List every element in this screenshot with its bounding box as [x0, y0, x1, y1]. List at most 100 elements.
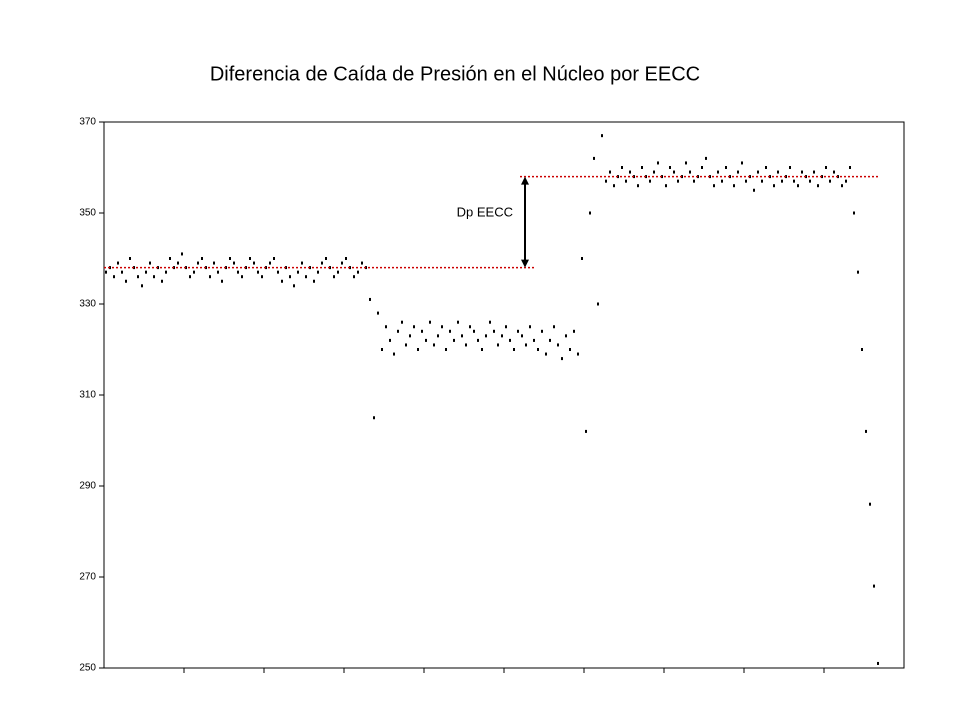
data-point — [581, 257, 583, 260]
data-point — [589, 211, 591, 215]
data-point — [201, 257, 203, 260]
data-point — [537, 348, 539, 351]
data-point — [421, 329, 423, 333]
data-point — [221, 279, 223, 283]
data-point — [641, 166, 643, 169]
data-point — [117, 261, 119, 265]
data-point — [193, 270, 195, 274]
data-point — [493, 329, 495, 333]
data-point — [605, 179, 607, 183]
data-point — [377, 311, 379, 315]
data-point — [281, 279, 283, 283]
data-point — [677, 179, 679, 183]
data-point — [817, 184, 819, 188]
data-point — [229, 257, 231, 260]
data-point — [481, 348, 483, 351]
data-point — [473, 329, 475, 333]
data-point — [149, 261, 151, 265]
data-point — [161, 279, 163, 283]
data-point — [669, 166, 671, 169]
data-point — [813, 170, 815, 174]
data-point — [809, 179, 811, 183]
data-point — [437, 334, 439, 338]
data-point — [129, 257, 131, 260]
data-point — [325, 257, 327, 260]
data-point — [425, 338, 427, 342]
data-point — [565, 334, 567, 338]
data-point — [569, 348, 571, 351]
data-point — [869, 502, 871, 506]
data-point — [845, 179, 847, 183]
data-point — [253, 261, 255, 265]
data-point — [241, 275, 243, 279]
data-point — [685, 161, 687, 165]
data-point — [801, 170, 803, 174]
data-point — [513, 348, 515, 351]
data-point — [629, 170, 631, 174]
data-point — [397, 329, 399, 333]
data-point — [725, 166, 727, 169]
data-point — [797, 184, 799, 188]
data-point — [613, 184, 615, 188]
data-point — [761, 179, 763, 183]
data-point — [313, 279, 315, 283]
data-point — [269, 261, 271, 265]
data-point — [449, 329, 451, 333]
data-point — [469, 325, 471, 329]
data-point — [233, 261, 235, 265]
data-point — [701, 166, 703, 169]
y-tick-label: 290 — [79, 481, 96, 492]
arrow-head — [521, 176, 529, 185]
data-point — [461, 334, 463, 338]
data-point — [857, 270, 859, 274]
data-point — [409, 334, 411, 338]
data-point — [673, 170, 675, 174]
data-point — [497, 343, 499, 347]
data-point — [781, 179, 783, 183]
data-point — [525, 343, 527, 347]
data-point — [833, 170, 835, 174]
data-point — [369, 297, 371, 301]
y-tick-label: 370 — [79, 117, 96, 128]
data-point — [357, 270, 359, 274]
data-point — [737, 170, 739, 174]
chart-title: Diferencia de Caída de Presión en el Núc… — [210, 63, 700, 85]
data-point — [465, 343, 467, 347]
data-point — [649, 179, 651, 183]
data-point — [341, 261, 343, 265]
data-point — [105, 270, 107, 274]
data-point — [657, 161, 659, 165]
data-point — [385, 325, 387, 329]
data-point — [477, 338, 479, 342]
data-point — [405, 343, 407, 347]
data-point — [457, 320, 459, 324]
data-point — [773, 184, 775, 188]
data-point — [577, 352, 579, 356]
data-point — [197, 261, 199, 265]
data-point — [213, 261, 215, 265]
data-point — [705, 156, 707, 160]
data-point — [433, 343, 435, 347]
data-point — [593, 156, 595, 160]
data-point — [825, 166, 827, 169]
data-point — [177, 261, 179, 265]
data-point — [721, 179, 723, 183]
data-point — [361, 261, 363, 265]
arrow-head — [521, 259, 529, 268]
data-point — [305, 275, 307, 279]
data-point — [153, 275, 155, 279]
y-tick-label: 350 — [79, 208, 96, 219]
data-point — [257, 270, 259, 274]
data-point — [345, 257, 347, 260]
data-point — [853, 211, 855, 215]
data-point — [277, 270, 279, 274]
data-point — [141, 284, 143, 288]
data-point — [293, 284, 295, 288]
data-point — [337, 270, 339, 274]
data-point — [501, 334, 503, 338]
data-point — [417, 348, 419, 351]
data-point — [445, 348, 447, 351]
data-point — [389, 338, 391, 342]
data-point — [637, 184, 639, 188]
